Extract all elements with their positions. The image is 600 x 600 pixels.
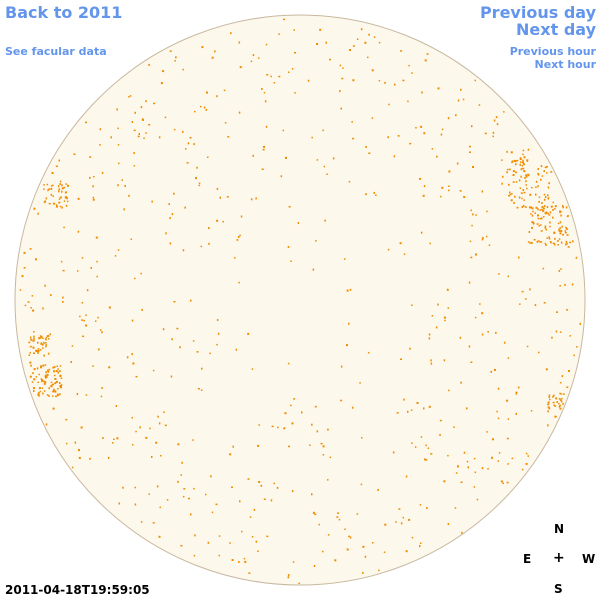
next-hour-link[interactable]: Next hour	[534, 58, 597, 71]
compass-south-label: S	[554, 582, 563, 596]
compass-east-label: E	[523, 552, 532, 566]
back-to-year-link[interactable]: Back to 2011	[5, 3, 123, 22]
observation-timestamp: 2011-04-18T19:59:05	[5, 583, 150, 597]
previous-day-link[interactable]: Previous day	[479, 3, 596, 22]
previous-hour-link[interactable]: Previous hour	[509, 45, 596, 58]
magnetic-features	[19, 18, 581, 585]
solar-disk	[14, 14, 586, 586]
next-day-link[interactable]: Next day	[516, 20, 596, 39]
see-facular-data-link[interactable]: See facular data	[5, 45, 107, 58]
compass-north-label: N	[554, 522, 565, 536]
compass-west-label: W	[582, 552, 596, 566]
compass-center-mark: +	[553, 550, 565, 566]
